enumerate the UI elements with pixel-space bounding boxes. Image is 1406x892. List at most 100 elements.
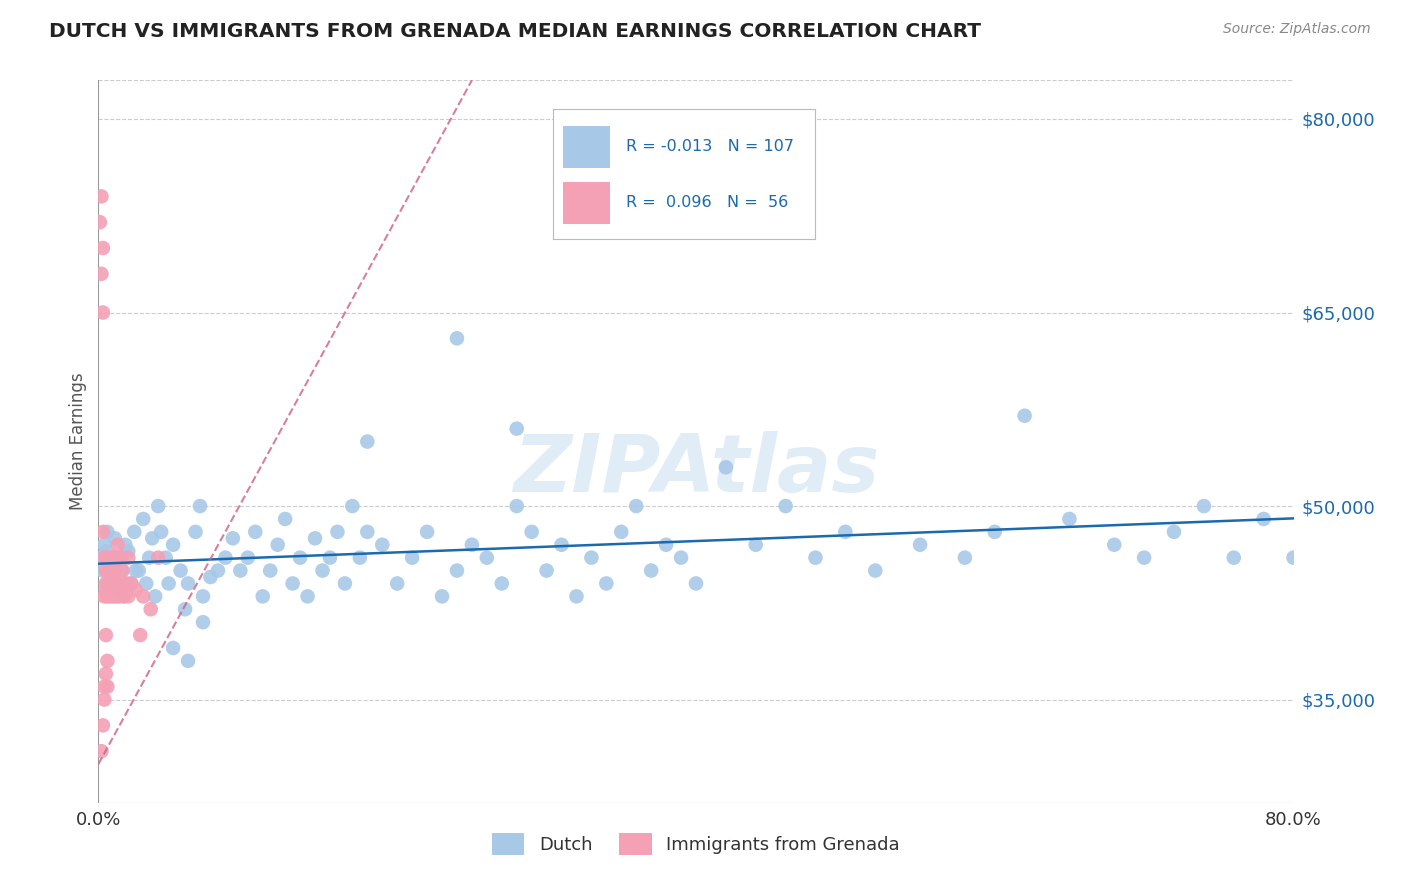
Point xyxy=(191,590,214,604)
Point xyxy=(475,550,498,565)
Point xyxy=(157,576,180,591)
Point xyxy=(1163,524,1185,539)
Point xyxy=(125,582,148,597)
Point xyxy=(169,564,191,578)
Point xyxy=(446,564,468,578)
Point xyxy=(356,434,378,449)
Point xyxy=(184,524,207,539)
Point xyxy=(536,564,558,578)
Point xyxy=(297,590,319,604)
Point xyxy=(135,576,157,591)
Point xyxy=(804,550,827,565)
Point xyxy=(669,550,692,565)
Point xyxy=(834,524,856,539)
Point xyxy=(333,576,356,591)
Point xyxy=(626,499,648,513)
Point xyxy=(132,590,155,604)
Point xyxy=(96,680,118,694)
Point xyxy=(191,615,214,630)
Point xyxy=(655,538,678,552)
Point xyxy=(385,576,409,591)
Point xyxy=(1014,409,1036,423)
Point xyxy=(506,422,529,436)
Point xyxy=(96,590,118,604)
Point xyxy=(91,241,114,255)
Point xyxy=(104,564,127,578)
Point xyxy=(110,550,132,565)
Point xyxy=(1059,512,1081,526)
Point xyxy=(105,550,128,565)
Point xyxy=(281,576,304,591)
Point xyxy=(107,590,129,604)
Point xyxy=(138,550,160,565)
Point xyxy=(1133,550,1156,565)
Point xyxy=(120,576,142,591)
Point xyxy=(114,538,136,552)
Point xyxy=(177,654,200,668)
Point xyxy=(155,550,177,565)
Point xyxy=(162,538,184,552)
Point xyxy=(640,564,662,578)
Point xyxy=(356,524,378,539)
Point xyxy=(103,590,125,604)
Point xyxy=(236,550,259,565)
Point xyxy=(430,590,453,604)
Point xyxy=(103,570,125,584)
Point xyxy=(91,305,114,319)
Point xyxy=(97,564,120,578)
Point xyxy=(96,576,118,591)
Point xyxy=(401,550,423,565)
Point xyxy=(98,576,122,591)
Point xyxy=(96,524,118,539)
Point xyxy=(222,531,245,545)
Point xyxy=(188,499,211,513)
Point xyxy=(1282,550,1305,565)
Point xyxy=(148,550,170,565)
Point xyxy=(111,564,134,578)
Point xyxy=(342,499,364,513)
Point xyxy=(506,499,529,513)
Point xyxy=(745,538,768,552)
Point xyxy=(93,692,115,706)
Point xyxy=(91,718,114,732)
Point xyxy=(115,576,138,591)
Point xyxy=(139,602,162,616)
Point xyxy=(141,531,163,545)
Point xyxy=(89,215,111,229)
Point xyxy=(207,564,229,578)
Point xyxy=(110,550,132,565)
Point xyxy=(117,550,139,565)
Point xyxy=(98,557,122,571)
Point xyxy=(94,544,117,558)
Point xyxy=(90,267,112,281)
Point xyxy=(93,680,115,694)
Point xyxy=(97,576,120,591)
Point xyxy=(101,550,124,565)
Point xyxy=(245,524,267,539)
Point xyxy=(90,189,112,203)
Point xyxy=(953,550,976,565)
Point xyxy=(148,499,170,513)
Point xyxy=(174,602,197,616)
Point xyxy=(111,576,134,591)
Point xyxy=(326,524,349,539)
Text: ZIPAtlas: ZIPAtlas xyxy=(513,432,879,509)
Point xyxy=(94,666,117,681)
Point xyxy=(96,550,118,565)
Point xyxy=(177,576,200,591)
Point xyxy=(103,550,125,565)
Point xyxy=(108,576,131,591)
Point xyxy=(94,576,117,591)
Point xyxy=(111,564,134,578)
Point xyxy=(565,590,588,604)
Point xyxy=(103,570,125,584)
Point xyxy=(267,538,290,552)
Point xyxy=(162,640,184,655)
Point xyxy=(117,590,139,604)
Point xyxy=(97,576,120,591)
Point xyxy=(1192,499,1215,513)
Point xyxy=(132,512,155,526)
Point xyxy=(129,628,152,642)
Point xyxy=(371,538,394,552)
Point xyxy=(98,590,122,604)
